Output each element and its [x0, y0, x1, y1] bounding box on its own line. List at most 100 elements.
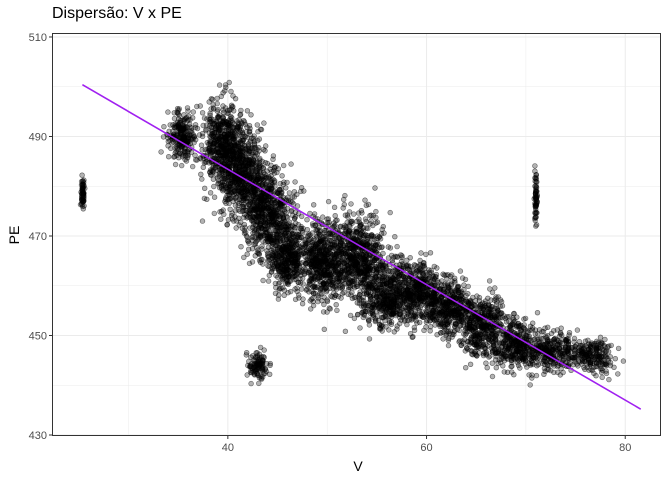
- scatter-point: [459, 275, 466, 281]
- scatter-point: [218, 93, 225, 100]
- scatter-point: [238, 219, 244, 226]
- scatter-point: [172, 161, 179, 168]
- scatter-point: [208, 151, 215, 157]
- scatter-point: [349, 256, 355, 262]
- scatter-point: [211, 183, 217, 190]
- scatter-point: [355, 312, 361, 318]
- scatter-point: [185, 152, 191, 159]
- scatter-point: [351, 228, 357, 234]
- scatter-point: [388, 305, 394, 311]
- scatter-point: [240, 184, 247, 190]
- scatter-point: [410, 315, 416, 322]
- scatter-point: [261, 120, 267, 126]
- scatter-point: [324, 297, 330, 303]
- scatter-point: [237, 111, 244, 118]
- scatter-point: [226, 107, 233, 113]
- scatter-point: [253, 169, 259, 175]
- scatter-point: [360, 303, 367, 309]
- scatter-point: [344, 219, 350, 226]
- scatter-point: [328, 272, 334, 278]
- scatter-point: [370, 267, 376, 273]
- scatter-point: [208, 172, 215, 178]
- scatter-point: [245, 169, 252, 175]
- scatter-point: [206, 123, 213, 129]
- scatter-point: [267, 166, 273, 172]
- scatter-point: [268, 184, 275, 190]
- scatter-point: [335, 260, 342, 266]
- scatter-point: [277, 205, 283, 211]
- scatter-point: [281, 162, 287, 169]
- scatter-point: [363, 263, 369, 270]
- scatter-points: [77, 79, 627, 388]
- scatter-point: [192, 122, 199, 128]
- scatter-point: [369, 304, 376, 310]
- scatter-point: [353, 260, 360, 266]
- scatter-point: [198, 142, 205, 148]
- scatter-point: [211, 210, 218, 217]
- scatter-point: [214, 100, 220, 107]
- scatter-point: [246, 246, 252, 253]
- scatter-point: [225, 131, 231, 138]
- scatter-point: [186, 113, 192, 119]
- scatter-point: [215, 121, 222, 128]
- scatter-point: [214, 108, 221, 114]
- scatter-point: [316, 269, 323, 275]
- scatter-point: [250, 176, 257, 182]
- scatter-point: [348, 279, 354, 286]
- scatter-point: [182, 156, 188, 163]
- scatter-point: [80, 191, 86, 197]
- chart-title: Dispersão: V x PE: [52, 5, 182, 22]
- scatter-point: [317, 290, 323, 297]
- scatter-point: [377, 287, 383, 294]
- scatter-point: [314, 240, 320, 246]
- scatter-point: [258, 206, 264, 212]
- scatter-point: [168, 145, 174, 152]
- scatter-point: [299, 301, 306, 307]
- scatter-point: [334, 307, 340, 314]
- scatter-point: [257, 259, 264, 266]
- scatter-point: [388, 299, 394, 306]
- scatter-point: [457, 289, 463, 296]
- scatter-point: [363, 308, 369, 315]
- scatter-point: [278, 224, 285, 230]
- scatter-point: [202, 185, 208, 192]
- scatter-point: [257, 155, 263, 162]
- scatter-point: [309, 257, 316, 264]
- scatter-point: [438, 330, 444, 336]
- scatter-point: [373, 298, 379, 305]
- scatter-point: [370, 222, 376, 229]
- scatter-point: [428, 270, 435, 276]
- scatter-point: [219, 143, 225, 150]
- scatter-point: [315, 275, 321, 281]
- scatter-point: [181, 112, 187, 118]
- scatter-point: [396, 284, 403, 290]
- scatter-point: [263, 226, 269, 232]
- scatter-point: [304, 217, 310, 223]
- scatter-point: [251, 163, 257, 169]
- scatter-point: [347, 224, 353, 230]
- scatter-point: [449, 272, 455, 278]
- scatter-point: [199, 176, 205, 182]
- scatter-point: [341, 201, 347, 208]
- scatter-point: [218, 216, 224, 222]
- scatter-point: [440, 286, 446, 293]
- scatter-point: [346, 229, 353, 235]
- scatter-point: [359, 297, 365, 303]
- scatter-point: [199, 110, 206, 116]
- scatter-point: [292, 239, 298, 245]
- scatter-point: [272, 280, 279, 287]
- scatter-point: [190, 115, 196, 121]
- scatter-point: [188, 128, 195, 134]
- scatter-point: [392, 234, 398, 240]
- scatter-point: [434, 278, 440, 284]
- scatter-point: [283, 227, 289, 233]
- scatter-point: [210, 101, 216, 108]
- scatter-point: [325, 216, 332, 222]
- scatter-point: [233, 176, 240, 182]
- scatter-point: [353, 267, 359, 274]
- scatter-point: [291, 215, 298, 221]
- scatter-point: [199, 133, 206, 140]
- scatter-point: [81, 203, 87, 209]
- scatter-point: [246, 202, 252, 208]
- scatter-point: [173, 148, 179, 155]
